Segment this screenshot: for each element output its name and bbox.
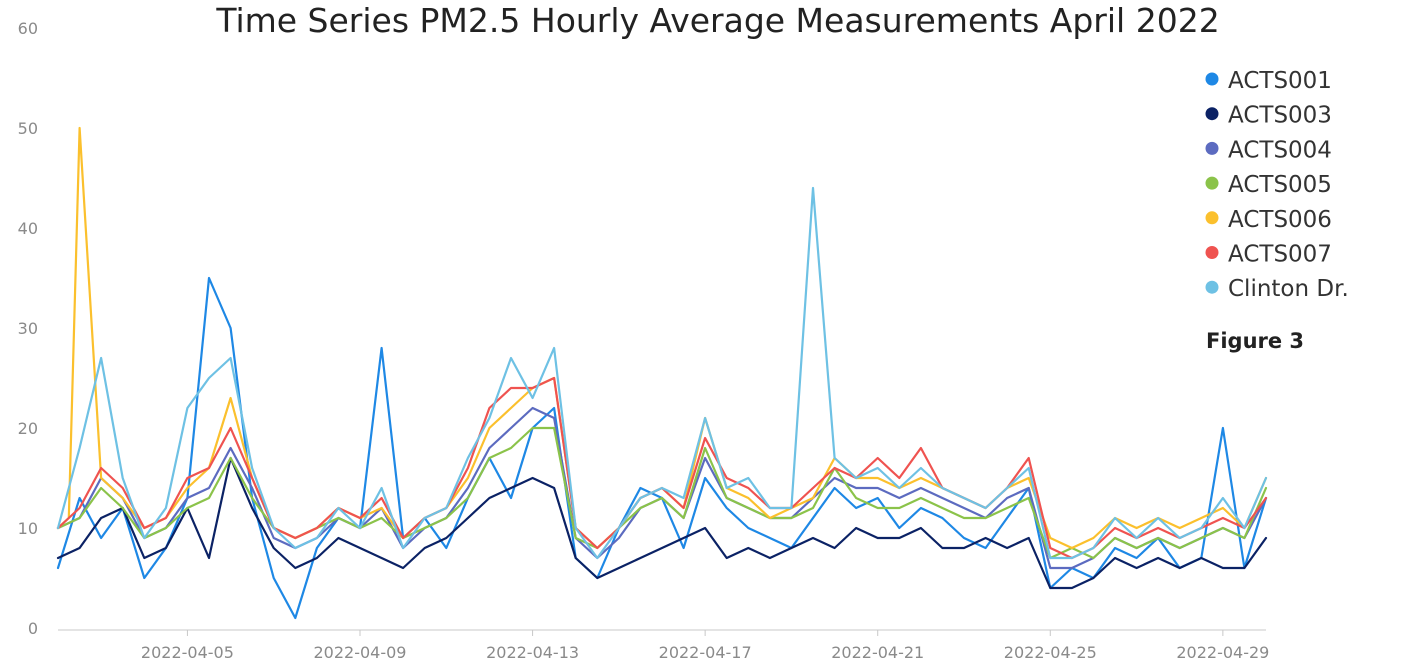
legend-label: ACTS006 bbox=[1228, 207, 1332, 233]
legend-marker bbox=[1205, 176, 1219, 190]
series-line-acts006 bbox=[56, 126, 1268, 550]
legend-item[interactable]: ACTS007 bbox=[1205, 242, 1332, 268]
legend-item[interactable]: ACTS005 bbox=[1205, 172, 1332, 198]
legend-marker bbox=[1205, 246, 1219, 259]
y-tick-label: 40 bbox=[18, 219, 38, 238]
legend-item[interactable]: ACTS001 bbox=[1205, 68, 1332, 94]
series-line-acts003 bbox=[56, 456, 1268, 590]
legend-marker bbox=[1205, 141, 1219, 155]
x-tick-label: 2022-04-09 bbox=[314, 643, 407, 662]
legend[interactable]: ACTS001 ACTS003 ACTS004 ACTS005 ACTS006 ACTS0… bbox=[1205, 68, 1349, 302]
series-line-clinton-dr bbox=[56, 186, 1268, 560]
legend-item[interactable]: ACTS004 bbox=[1205, 137, 1332, 163]
x-tick-label: 2022-04-29 bbox=[1176, 643, 1269, 662]
series-line-acts005 bbox=[56, 426, 1268, 560]
x-tick-label: 2022-04-05 bbox=[141, 643, 234, 662]
y-tick-label: 60 bbox=[18, 19, 38, 38]
legend-label: ACTS003 bbox=[1228, 103, 1332, 129]
legend-label: Clinton Dr. bbox=[1228, 276, 1349, 302]
x-axis: 2022-04-05 2022-04-09 2022-04-13 2022-04-17… bbox=[141, 630, 1269, 662]
y-tick-label: 50 bbox=[18, 119, 38, 138]
legend-item[interactable]: ACTS003 bbox=[1205, 103, 1332, 129]
legend-marker bbox=[1205, 72, 1219, 86]
y-tick-label: 10 bbox=[18, 519, 38, 538]
series-lines bbox=[56, 126, 1268, 620]
legend-label: ACTS004 bbox=[1228, 137, 1332, 163]
legend-label: ACTS005 bbox=[1228, 172, 1332, 198]
legend-label: ACTS007 bbox=[1228, 242, 1332, 268]
y-tick-label: 30 bbox=[18, 319, 38, 338]
legend-marker bbox=[1205, 107, 1219, 121]
legend-marker bbox=[1205, 280, 1219, 294]
x-tick-label: 2022-04-17 bbox=[659, 643, 752, 662]
legend-item[interactable]: ACTS006 bbox=[1205, 207, 1332, 233]
x-tick-label: 2022-04-21 bbox=[831, 643, 924, 662]
figure-label: Figure 3 bbox=[1206, 329, 1304, 353]
y-axis: 0 10 20 30 40 50 60 bbox=[18, 19, 38, 638]
legend-marker bbox=[1205, 211, 1219, 225]
y-tick-label: 20 bbox=[18, 419, 38, 438]
legend-item[interactable]: Clinton Dr. bbox=[1205, 276, 1349, 302]
y-tick-label: 0 bbox=[28, 619, 38, 638]
chart-title: Time Series PM2.5 Hourly Average Measure… bbox=[215, 1, 1219, 40]
x-tick-label: 2022-04-25 bbox=[1004, 643, 1097, 662]
x-tick-label: 2022-04-13 bbox=[486, 643, 579, 662]
legend-label: ACTS001 bbox=[1228, 68, 1332, 94]
